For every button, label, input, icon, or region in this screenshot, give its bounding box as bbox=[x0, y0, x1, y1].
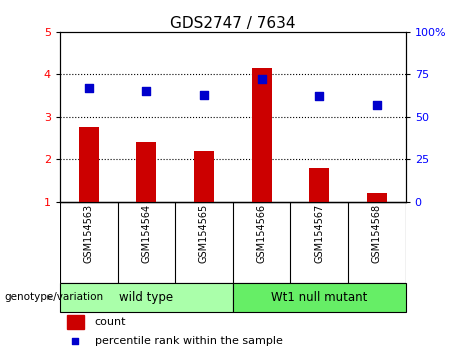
Bar bbox=[136, 142, 156, 202]
Bar bbox=[194, 151, 214, 202]
Point bbox=[200, 92, 207, 98]
FancyBboxPatch shape bbox=[233, 283, 406, 312]
Point bbox=[258, 76, 266, 82]
Text: count: count bbox=[95, 318, 126, 327]
Text: GSM154568: GSM154568 bbox=[372, 204, 382, 263]
Text: wild type: wild type bbox=[119, 291, 173, 304]
Text: percentile rank within the sample: percentile rank within the sample bbox=[95, 336, 283, 346]
Text: GSM154566: GSM154566 bbox=[257, 204, 266, 263]
Bar bbox=[67, 315, 84, 329]
Bar bbox=[309, 168, 329, 202]
Text: genotype/variation: genotype/variation bbox=[5, 292, 104, 302]
Bar bbox=[79, 127, 99, 202]
FancyBboxPatch shape bbox=[60, 283, 233, 312]
Text: Wt1 null mutant: Wt1 null mutant bbox=[271, 291, 367, 304]
Text: GSM154563: GSM154563 bbox=[84, 204, 94, 263]
Bar bbox=[252, 68, 272, 202]
Text: GSM154567: GSM154567 bbox=[314, 204, 324, 263]
Point bbox=[142, 88, 150, 94]
Title: GDS2747 / 7634: GDS2747 / 7634 bbox=[170, 16, 296, 31]
Text: GSM154565: GSM154565 bbox=[199, 204, 209, 263]
Bar bbox=[367, 193, 387, 202]
Text: GSM154564: GSM154564 bbox=[142, 204, 151, 263]
Point bbox=[373, 102, 381, 108]
Point bbox=[72, 338, 79, 343]
Point bbox=[315, 93, 323, 99]
Point bbox=[85, 85, 92, 91]
